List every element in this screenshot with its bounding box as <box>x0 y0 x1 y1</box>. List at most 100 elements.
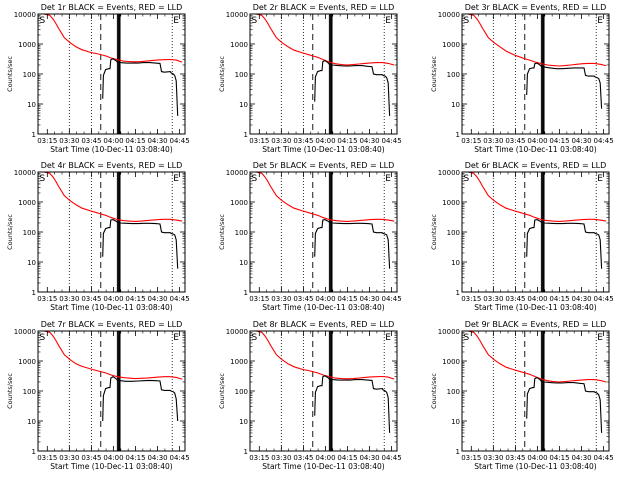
marker-label: E <box>173 333 179 343</box>
x-tick-label: 04:45 <box>170 454 190 462</box>
marker-label: E <box>597 16 603 26</box>
x-tick-label: 04:45 <box>382 295 402 303</box>
marker-label: E <box>385 16 391 26</box>
x-tick-label: 04:15 <box>125 295 145 303</box>
x-axis-label: Start Time (10-Dec-11 03:08:40) <box>474 462 596 471</box>
marker-label: E <box>173 16 179 26</box>
y-tick-label: 1 <box>32 131 36 139</box>
x-tick-label: 03:30 <box>483 137 503 145</box>
x-tick-label: 04:30 <box>359 295 379 303</box>
series-lld-line <box>467 14 607 67</box>
y-tick-label: 1 <box>244 448 248 456</box>
x-tick-label: 04:15 <box>337 295 357 303</box>
x-tick-label: 04:15 <box>549 454 569 462</box>
marker-label: E <box>385 174 391 184</box>
panel-title: Det 2r BLACK = Events, RED = LLD <box>253 3 395 12</box>
y-tick-label: 1 <box>32 289 36 297</box>
marker-label: E <box>597 174 603 184</box>
vertical-markers <box>280 14 385 134</box>
marker-label: S <box>39 174 45 184</box>
panel-det-1: Det 1r BLACK = Events, RED = LLDLLDEvent… <box>6 3 190 154</box>
x-tick-label: 04:45 <box>170 295 190 303</box>
x-tick-label: 04:45 <box>594 295 614 303</box>
panel-title: Det 9r BLACK = Events, RED = LLD <box>465 320 607 329</box>
y-tick-label: 1000 <box>18 358 36 366</box>
panel-det-8: Det 8r BLACK = Events, RED = LLDLLDEvent… <box>218 320 402 471</box>
x-tick-label: 03:30 <box>271 454 291 462</box>
marker-label: E <box>173 174 179 184</box>
marker-label: S <box>463 174 469 184</box>
x-axis-label: Start Time (10-Dec-11 03:08:40) <box>262 462 384 471</box>
y-tick-label: 1 <box>456 448 460 456</box>
series-events-line <box>314 375 391 433</box>
y-tick-label: 10 <box>239 101 248 109</box>
y-tick-label: 1 <box>244 289 248 297</box>
y-tick-label: 1000 <box>230 41 248 49</box>
x-tick-label: 04:45 <box>170 137 190 145</box>
y-axis-label: Counts/sec <box>430 214 438 250</box>
y-tick-label: 100 <box>235 388 248 396</box>
x-tick-label: 03:15 <box>461 295 481 303</box>
vertical-markers <box>492 14 597 134</box>
y-tick-label: 10 <box>27 259 36 267</box>
y-tick-label: 1 <box>456 289 460 297</box>
x-axis-label: Start Time (10-Dec-11 03:08:40) <box>474 145 596 154</box>
series-events-line <box>314 219 391 269</box>
vertical-markers <box>280 172 385 292</box>
marker-label: S <box>463 333 469 343</box>
x-tick-label: 04:00 <box>103 454 123 462</box>
x-tick-label: 04:30 <box>147 295 167 303</box>
y-tick-label: 1 <box>456 131 460 139</box>
x-tick-label: 03:45 <box>81 454 101 462</box>
x-tick-label: 04:00 <box>103 137 123 145</box>
y-tick-label: 10000 <box>438 169 460 177</box>
x-tick-label: 03:45 <box>505 137 525 145</box>
y-tick-label: 1000 <box>442 199 460 207</box>
x-tick-label: 04:15 <box>337 137 357 145</box>
panel-det-9: Det 9r BLACK = Events, RED = LLDLLDEvent… <box>430 320 614 471</box>
y-tick-label: 10 <box>451 259 460 267</box>
y-axis-label: Counts/sec <box>6 56 14 92</box>
marker-label: S <box>39 16 45 26</box>
y-axis-label: Counts/sec <box>6 373 14 409</box>
y-axis-label: Counts/sec <box>218 373 226 409</box>
plot-frame <box>37 330 186 452</box>
x-tick-label: 04:00 <box>315 295 335 303</box>
vertical-markers <box>280 331 385 451</box>
x-tick-label: 03:30 <box>59 137 79 145</box>
y-tick-label: 10000 <box>438 11 460 19</box>
x-axis-label: Start Time (10-Dec-11 03:08:40) <box>50 303 172 312</box>
vertical-markers <box>492 172 597 292</box>
x-tick-label: 04:15 <box>125 137 145 145</box>
x-tick-label: 03:30 <box>271 137 291 145</box>
panel-title: Det 6r BLACK = Events, RED = LLD <box>465 161 607 170</box>
series-lld-line <box>43 331 183 380</box>
y-tick-label: 1 <box>32 448 36 456</box>
series-lld-line <box>255 172 395 222</box>
panel-title: Det 8r BLACK = Events, RED = LLD <box>253 320 395 329</box>
x-tick-label: 04:00 <box>527 295 547 303</box>
panel-title: Det 4r BLACK = Events, RED = LLD <box>41 161 183 170</box>
y-axis-label: Counts/sec <box>6 214 14 250</box>
y-tick-label: 100 <box>235 71 248 79</box>
y-axis-label: Counts/sec <box>430 373 438 409</box>
x-tick-label: 04:00 <box>315 454 335 462</box>
x-tick-label: 03:45 <box>293 137 313 145</box>
x-tick-label: 04:45 <box>594 137 614 145</box>
marker-label: E <box>597 333 603 343</box>
x-tick-label: 04:30 <box>359 454 379 462</box>
y-tick-label: 1000 <box>18 199 36 207</box>
y-tick-label: 10 <box>451 101 460 109</box>
plot-frame <box>37 13 186 135</box>
x-tick-label: 03:15 <box>37 454 57 462</box>
x-tick-label: 04:15 <box>125 454 145 462</box>
x-tick-label: 04:45 <box>382 454 402 462</box>
x-tick-label: 03:30 <box>483 295 503 303</box>
y-tick-label: 10000 <box>438 328 460 336</box>
panel-title: Det 1r BLACK = Events, RED = LLD <box>41 3 183 12</box>
y-tick-label: 100 <box>447 229 460 237</box>
x-tick-label: 04:30 <box>147 137 167 145</box>
series-lld-line <box>43 172 183 222</box>
y-tick-label: 1000 <box>230 199 248 207</box>
series-lld-line <box>255 14 395 66</box>
